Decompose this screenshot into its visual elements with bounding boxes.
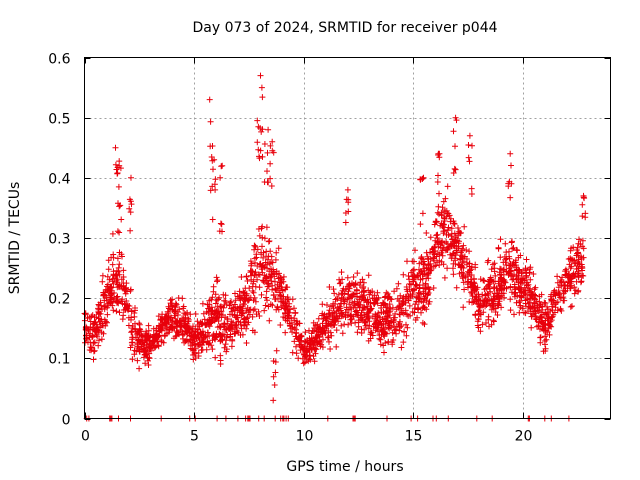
data-points <box>81 72 589 422</box>
x-tick-label: 5 <box>190 429 199 445</box>
chart-title: Day 073 of 2024, SRMTID for receiver p04… <box>192 20 497 36</box>
y-tick-label: 0.1 <box>48 352 70 368</box>
y-tick-label: 0.6 <box>48 52 70 68</box>
x-tick-label: 15 <box>405 429 423 445</box>
tick-marks <box>84 57 611 420</box>
y-axis-label: SRMTID / TECUs <box>7 182 23 295</box>
y-tick-label: 0.4 <box>48 172 70 188</box>
y-tick-label: 0.2 <box>48 292 70 308</box>
srmtid-points <box>81 72 589 422</box>
tick-labels: 0 5 10 15 20 0 0.1 0.2 0.3 0.4 0.5 0.6 <box>48 52 532 445</box>
x-axis-label: GPS time / hours <box>286 459 403 475</box>
y-tick-label: 0 <box>62 413 71 429</box>
x-tick-label: 20 <box>515 429 533 445</box>
y-tick-label: 0.5 <box>48 112 70 128</box>
x-tick-label: 10 <box>296 429 314 445</box>
y-tick-label: 0.3 <box>48 232 70 248</box>
x-tick-label: 0 <box>81 429 90 445</box>
